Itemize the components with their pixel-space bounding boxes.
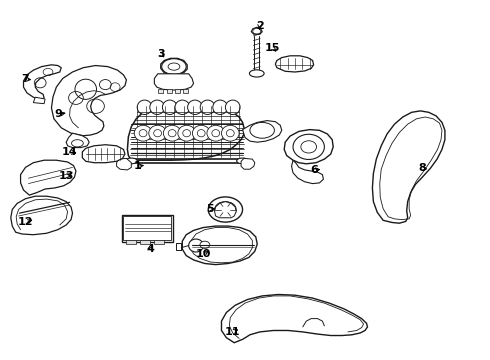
Ellipse shape [207,125,224,141]
Ellipse shape [193,125,210,141]
Polygon shape [221,294,368,343]
Polygon shape [182,226,257,265]
Polygon shape [243,121,282,142]
Ellipse shape [163,125,181,141]
Ellipse shape [162,100,177,114]
Ellipse shape [200,100,215,114]
Polygon shape [161,58,187,75]
Bar [183,89,188,93]
Text: 15: 15 [265,42,280,53]
Ellipse shape [200,241,210,248]
Bar [158,89,163,93]
Bar [167,89,172,93]
Ellipse shape [221,125,239,141]
Polygon shape [275,56,314,72]
Polygon shape [51,66,126,136]
Ellipse shape [125,158,137,164]
Text: 2: 2 [256,21,264,31]
Text: 12: 12 [18,217,33,228]
Ellipse shape [301,141,317,153]
Ellipse shape [293,134,324,159]
Bar [122,215,173,242]
Polygon shape [66,133,89,148]
Bar [126,240,136,244]
Bar [123,216,171,240]
Polygon shape [241,158,255,169]
Bar [175,89,180,93]
Ellipse shape [249,70,264,77]
Text: 14: 14 [62,147,77,157]
Text: 9: 9 [54,109,62,120]
Polygon shape [154,74,194,90]
Text: 10: 10 [196,249,211,259]
Polygon shape [24,65,61,100]
Polygon shape [33,97,45,104]
Text: 5: 5 [206,204,214,214]
Ellipse shape [237,158,248,164]
Polygon shape [117,158,131,170]
Ellipse shape [134,125,152,141]
Ellipse shape [250,122,274,138]
Ellipse shape [178,125,196,141]
Text: 3: 3 [157,49,165,59]
Ellipse shape [188,100,202,114]
Text: 7: 7 [22,74,29,84]
Polygon shape [284,130,333,164]
Ellipse shape [208,197,243,222]
Ellipse shape [220,206,230,213]
Ellipse shape [213,100,227,114]
Text: 6: 6 [311,165,319,175]
Polygon shape [11,196,73,235]
Ellipse shape [149,125,167,141]
Polygon shape [251,27,262,34]
Ellipse shape [225,100,240,114]
Polygon shape [292,160,323,184]
Text: 8: 8 [418,163,426,174]
Polygon shape [190,228,252,263]
Bar [140,240,150,244]
Ellipse shape [137,100,152,114]
Polygon shape [372,111,445,223]
Ellipse shape [215,202,236,217]
Text: 11: 11 [225,327,241,337]
Text: 1: 1 [133,161,141,171]
Ellipse shape [189,239,203,252]
Bar [154,240,164,244]
Text: 4: 4 [147,244,155,254]
Ellipse shape [175,100,190,114]
Ellipse shape [150,100,165,114]
Polygon shape [82,145,125,163]
Polygon shape [215,202,236,218]
Text: 13: 13 [58,171,74,181]
Polygon shape [127,104,244,160]
Polygon shape [21,160,76,195]
